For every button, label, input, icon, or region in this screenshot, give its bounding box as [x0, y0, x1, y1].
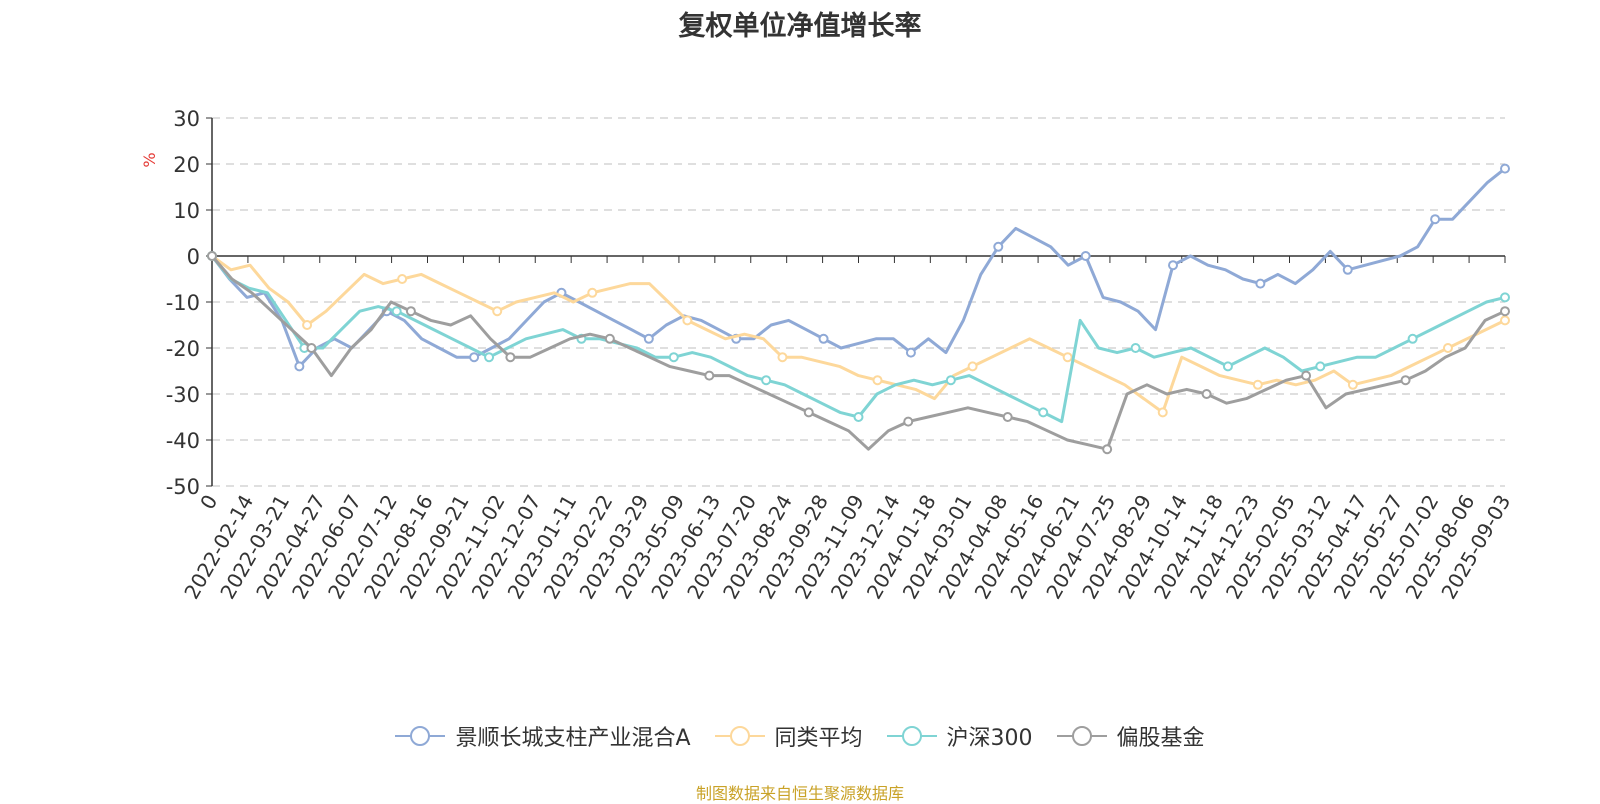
- legend-label: 同类平均: [774, 726, 863, 751]
- data-point: [397, 274, 408, 284]
- data-point: [1407, 333, 1418, 344]
- data-point: [872, 375, 883, 386]
- data-point: [1080, 251, 1091, 261]
- data-point: [818, 333, 829, 344]
- legend-marker-icon: [714, 726, 765, 746]
- data-point: [1500, 292, 1510, 303]
- data-point: [643, 333, 654, 344]
- data-point: [1130, 343, 1141, 353]
- data-point: [905, 347, 916, 358]
- data-point: [1038, 407, 1049, 418]
- legend-label: 景顺长城支柱产业混合A: [455, 726, 691, 751]
- y-tick-label: -40: [166, 429, 200, 453]
- data-point: [1500, 315, 1510, 326]
- data-point: [704, 370, 715, 381]
- data-point: [484, 352, 495, 363]
- data-point: [668, 352, 679, 363]
- data-point: [492, 306, 503, 317]
- y-tick-label: 10: [173, 199, 200, 223]
- legend-item[interactable]: 偏股基金: [1056, 720, 1205, 752]
- data-point: [405, 306, 416, 317]
- data-point: [306, 343, 317, 353]
- data-point: [391, 306, 402, 317]
- data-point: [1500, 163, 1510, 174]
- y-tick-label: -20: [166, 337, 200, 361]
- data-point: [294, 361, 305, 372]
- data-point: [1002, 412, 1013, 422]
- source-note: 制图数据来自恒生聚源数据库: [695, 784, 904, 803]
- axes: 3020100-10-20-30-40-5002022-02-142022-03…: [166, 107, 1516, 603]
- legend-label: 沪深300: [946, 726, 1033, 751]
- data-point: [1062, 352, 1073, 363]
- grid-lines: [212, 117, 1505, 487]
- data-point: [993, 241, 1004, 252]
- legend-label: 偏股基金: [1116, 726, 1205, 751]
- data-point: [967, 361, 978, 372]
- data-point: [1222, 361, 1233, 372]
- chart-title: 复权单位净值增长率: [678, 11, 922, 42]
- y-tick-label: -10: [166, 291, 200, 315]
- legend: 景顺长城支柱产业混合A 同类平均 沪深300 偏股基金: [0, 720, 1600, 752]
- data-point: [945, 375, 956, 386]
- y-tick-label: -30: [166, 383, 200, 407]
- legend-marker-icon: [395, 726, 446, 746]
- y-tick-label: 0: [187, 245, 200, 269]
- data-point: [682, 315, 693, 326]
- data-point: [1102, 444, 1113, 455]
- data-point: [761, 375, 772, 386]
- legend-marker-icon: [886, 726, 937, 746]
- x-tick-label: 0: [195, 491, 222, 514]
- data-point: [1252, 379, 1263, 390]
- data-point: [1315, 361, 1326, 372]
- data-point: [1500, 306, 1510, 317]
- series-line: [210, 167, 1506, 368]
- data-point: [207, 251, 217, 261]
- data-point: [1201, 389, 1212, 399]
- data-point: [587, 287, 598, 298]
- data-point: [1442, 343, 1453, 353]
- y-tick-label: 30: [173, 107, 200, 131]
- data-point: [1347, 379, 1358, 390]
- data-point: [604, 333, 615, 344]
- series-line: [211, 254, 1506, 414]
- y-tick-label: -50: [166, 475, 200, 499]
- data-point: [803, 407, 814, 418]
- data-point: [1168, 260, 1179, 271]
- data-point: [903, 416, 914, 427]
- data-point: [505, 352, 516, 363]
- series-lines: [207, 163, 1510, 455]
- legend-item[interactable]: 景顺长城支柱产业混合A: [395, 720, 691, 752]
- data-point: [777, 352, 788, 363]
- legend-item[interactable]: 同类平均: [714, 720, 863, 752]
- data-point: [469, 352, 480, 363]
- data-point: [1400, 375, 1411, 386]
- data-point: [302, 320, 313, 330]
- data-point: [1157, 407, 1168, 418]
- data-point: [1301, 370, 1312, 381]
- data-point: [1430, 214, 1441, 225]
- y-tick-label: 20: [173, 153, 200, 177]
- data-point: [853, 412, 864, 422]
- data-point: [1255, 278, 1266, 289]
- data-point: [1342, 264, 1353, 275]
- series-line: [210, 255, 1506, 451]
- legend-item[interactable]: 沪深300: [886, 720, 1033, 752]
- y-axis-label: %: [140, 152, 159, 167]
- legend-marker-icon: [1056, 726, 1107, 746]
